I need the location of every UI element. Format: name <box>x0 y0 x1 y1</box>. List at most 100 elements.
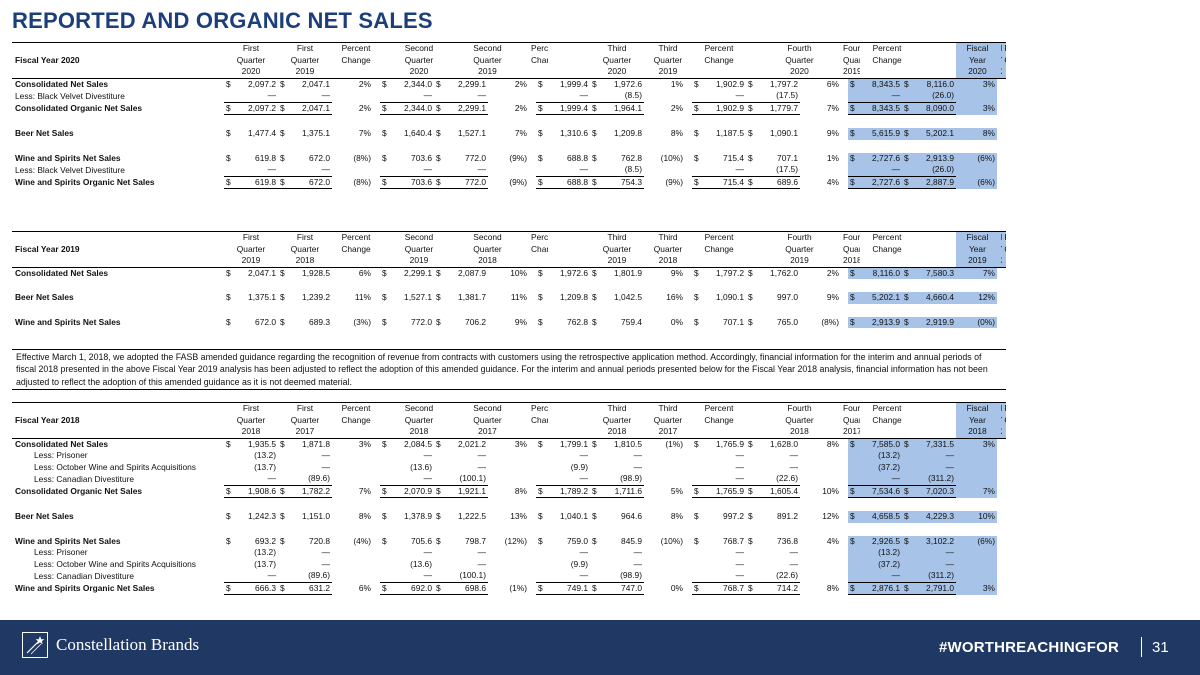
column-header <box>332 426 380 439</box>
value-cell: — <box>423 473 432 484</box>
currency-symbol: $ <box>278 175 290 189</box>
currency-symbol <box>224 559 236 571</box>
column-header: Quarter <box>785 54 814 65</box>
column-header: Fiscal <box>998 402 1003 415</box>
currency-symbol: $ <box>748 78 753 89</box>
column-spacer <box>685 570 692 582</box>
column-header: Change <box>704 243 734 254</box>
currency-symbol: $ <box>692 101 704 115</box>
currency-symbol <box>692 164 704 176</box>
percent-change-cell: 8% <box>670 128 683 139</box>
currency-symbol: $ <box>436 316 441 327</box>
column-spacer <box>380 66 392 79</box>
currency-symbol <box>902 461 914 473</box>
column-header: Quarter <box>473 414 502 425</box>
value-cell: 2,084.5 <box>404 438 432 449</box>
column-spacer <box>841 473 848 485</box>
value-cell: (8.5) <box>624 90 642 101</box>
value-cell: 7,534.6 <box>860 484 902 498</box>
value-cell: (100.1) <box>459 473 486 484</box>
column-spacer <box>380 402 392 415</box>
column-spacer <box>373 164 380 176</box>
column-header: Third <box>644 402 692 415</box>
column-header: Change <box>704 414 734 425</box>
currency-symbol <box>590 473 602 485</box>
currency-symbol <box>536 462 548 474</box>
column-spacer <box>914 42 956 55</box>
currency-symbol <box>434 450 446 462</box>
value-cell: (26.0) <box>914 164 956 176</box>
value-cell: — <box>633 558 642 569</box>
currency-symbol <box>848 473 860 485</box>
currency-symbol <box>380 462 392 474</box>
currency-symbol: $ <box>382 535 387 546</box>
value-cell: (89.6) <box>308 473 330 484</box>
column-spacer <box>373 292 380 304</box>
percent-change-cell: 12% <box>956 292 997 304</box>
table-row: Wine and Spirits Net Sales $619.8 $672.0 (8… <box>12 152 1006 164</box>
header-row: FirstFirstPercentSecondSecondPercentThir… <box>12 402 1006 415</box>
currency-symbol <box>902 570 914 582</box>
percent-change-cell: 2% <box>670 102 683 113</box>
currency-symbol: $ <box>848 535 860 547</box>
currency-symbol: $ <box>382 292 387 303</box>
value-cell: 707.1 <box>777 152 798 163</box>
value-cell: — <box>860 473 902 485</box>
currency-symbol: $ <box>746 175 758 189</box>
value-cell: 1,871.8 <box>302 438 330 449</box>
column-header: Percent <box>1002 231 1006 244</box>
table-row: Wine and Spirits Net Sales $693.2 $720.8 (4… <box>12 535 1006 547</box>
currency-symbol: $ <box>748 511 753 522</box>
value-cell: — <box>477 547 486 558</box>
percent-change-cell: 8% <box>826 438 839 449</box>
value-cell: — <box>789 547 798 558</box>
column-spacer <box>746 402 758 415</box>
column-spacer <box>380 415 392 427</box>
percent-change-cell <box>644 90 685 102</box>
percent-change-cell: (9%) <box>509 176 527 187</box>
currency-symbol: $ <box>694 511 699 522</box>
currency-symbol: $ <box>226 535 231 546</box>
currency-symbol: $ <box>536 175 548 189</box>
table-row: Beer Net Sales $1,242.3 $1,151.0 8% $1,378.9… <box>12 511 1006 523</box>
column-header: 2020 <box>590 66 644 79</box>
column-header: 2018 <box>278 255 332 268</box>
currency-symbol <box>746 164 758 176</box>
value-cell: 688.8 <box>567 152 588 163</box>
percent-change-cell: 4% <box>826 535 839 546</box>
value-cell: 1,242.3 <box>248 511 276 522</box>
value-cell: — <box>321 90 330 101</box>
currency-symbol: $ <box>848 581 860 595</box>
column-spacer <box>685 292 692 304</box>
currency-symbol <box>224 164 236 176</box>
percent-change-cell: 7% <box>956 267 997 279</box>
currency-symbol: $ <box>902 535 914 547</box>
column-spacer <box>529 485 536 498</box>
value-cell: 1,310.6 <box>560 128 588 139</box>
percent-change-cell <box>956 90 997 102</box>
column-header: Fourth <box>841 42 860 55</box>
percent-change-cell: 12% <box>822 511 839 522</box>
value-cell: — <box>579 90 588 101</box>
column-header: First <box>278 42 332 55</box>
fiscal-year-label: Fiscal Year 2019 <box>15 243 80 254</box>
value-cell: 798.7 <box>465 535 486 546</box>
value-cell: (13.7) <box>254 558 276 569</box>
currency-symbol: $ <box>694 128 699 139</box>
column-header: Quarter <box>290 243 320 254</box>
column-header: Quarter <box>843 243 860 254</box>
value-cell: 1,477.4 <box>248 128 276 139</box>
value-cell: — <box>860 90 902 102</box>
column-header: Quarter <box>404 414 434 425</box>
currency-symbol: $ <box>692 175 704 189</box>
percent-change-cell <box>488 473 529 485</box>
column-header <box>692 66 746 79</box>
currency-symbol <box>848 570 860 582</box>
currency-symbol <box>224 462 236 474</box>
currency-symbol: $ <box>590 101 602 115</box>
currency-symbol: $ <box>694 152 699 163</box>
value-cell: 1,375.1 <box>248 292 276 303</box>
percent-change-cell <box>956 164 997 176</box>
value-cell: (89.6) <box>308 570 330 581</box>
currency-symbol <box>902 90 914 102</box>
